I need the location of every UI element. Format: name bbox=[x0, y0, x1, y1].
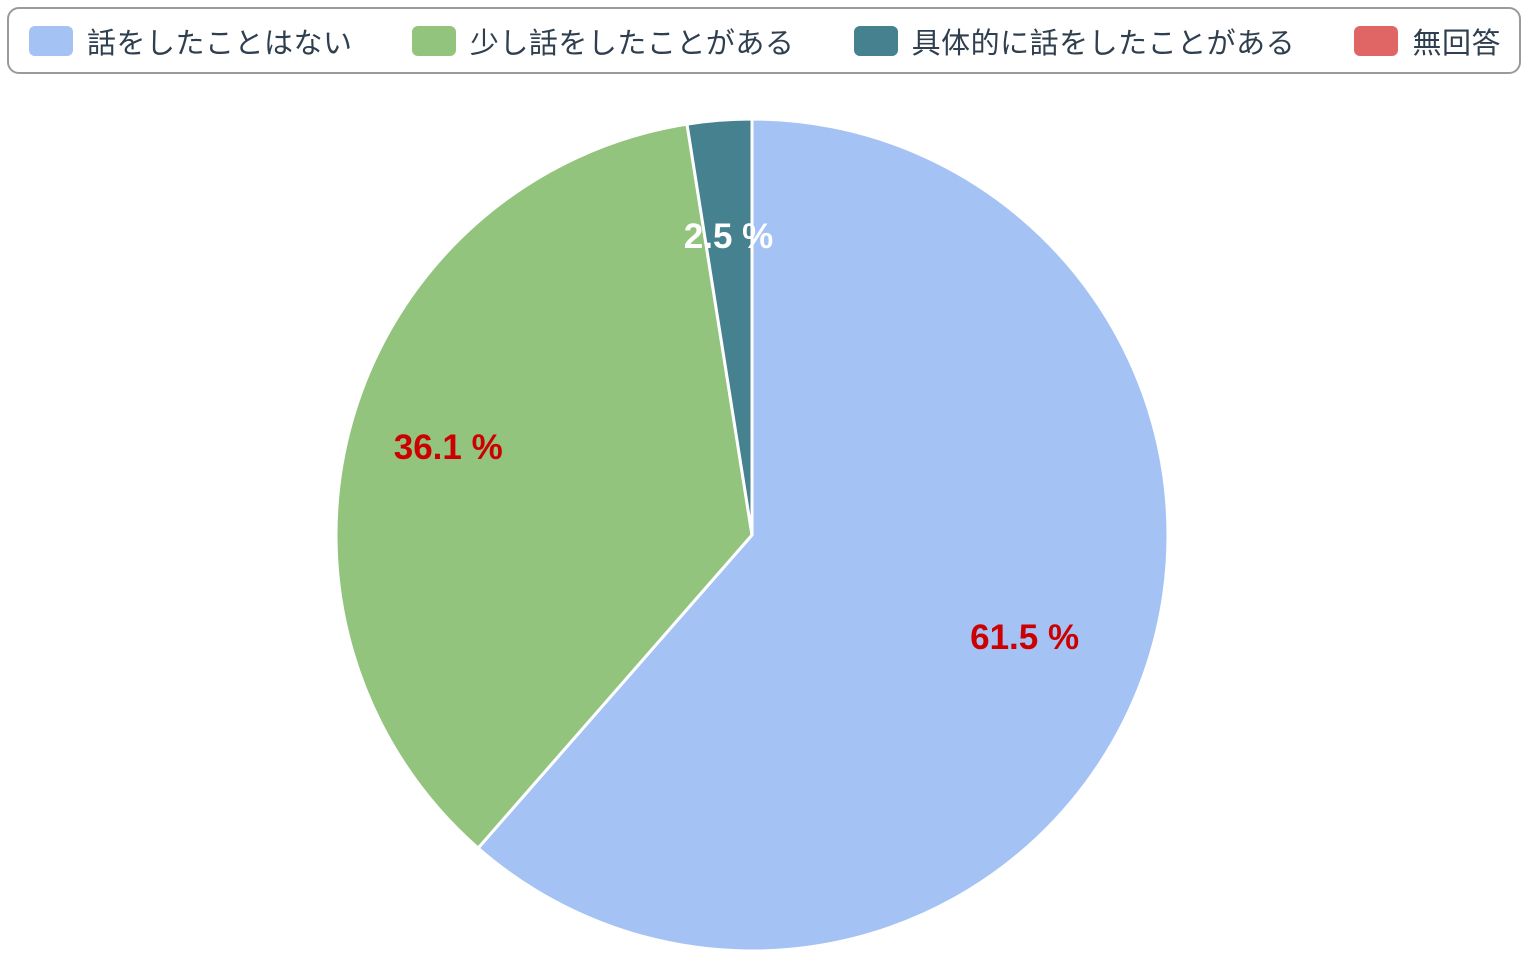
pie-slice-never-talked[interactable] bbox=[476, 117, 1170, 953]
legend-swatch-no-answer bbox=[1354, 25, 1399, 56]
legend-item-talked-a-little[interactable]: 少し話をしたことがある bbox=[411, 20, 795, 62]
slice-label-never-talked: 61.5 % bbox=[970, 618, 1079, 657]
slice-label-talked-a-little: 36.1 % bbox=[394, 428, 503, 467]
pie-slice-labels: 61.5 % 36.1 % 2.5 % bbox=[394, 217, 1079, 657]
legend-item-never-talked[interactable]: 話をしたことはない bbox=[29, 20, 353, 62]
legend-swatch-never-talked bbox=[29, 25, 73, 56]
legend-item-no-answer[interactable]: 無回答 bbox=[1354, 20, 1501, 62]
pie-slice-talked-concretely[interactable] bbox=[685, 117, 754, 537]
legend-label-talked-concretely: 具体的に話をしたことがある bbox=[911, 25, 1296, 60]
legend-label-talked-a-little: 少し話をしたことがある bbox=[469, 25, 795, 60]
legend-item-talked-concretely[interactable]: 具体的に話をしたことがある bbox=[853, 20, 1296, 62]
legend-label-never-talked: 話をしたことはない bbox=[87, 25, 353, 60]
legend-swatch-talked-concretely bbox=[853, 25, 898, 56]
slice-label-talked-concretely: 2.5 % bbox=[684, 217, 774, 256]
legend-label-no-answer: 無回答 bbox=[1412, 25, 1501, 60]
pie-slice-talked-a-little[interactable] bbox=[334, 122, 754, 850]
chart-legend: 話をしたことはない 少し話をしたことがある 具体的に話をしたことがある 無回答 bbox=[7, 7, 1521, 74]
legend-swatch-talked-a-little bbox=[411, 25, 456, 56]
pie-slices bbox=[334, 117, 1170, 953]
